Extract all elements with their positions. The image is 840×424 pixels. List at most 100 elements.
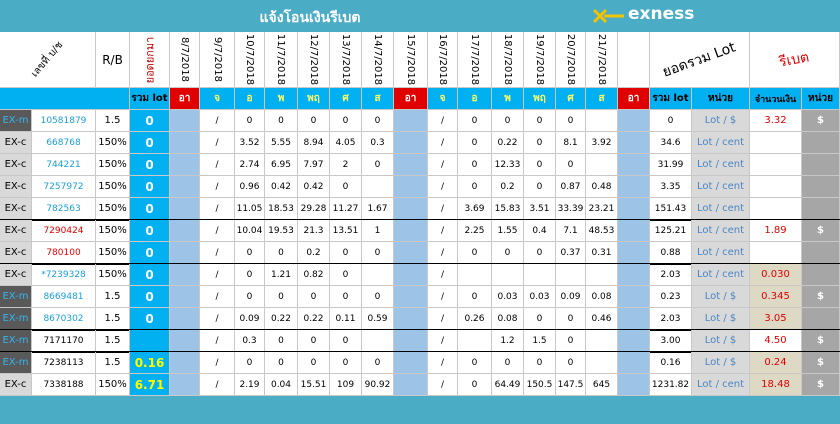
day-lot: /	[200, 286, 235, 308]
date-header: 11/7/2018	[265, 32, 298, 88]
day-header-text: ส	[374, 93, 381, 104]
date-header: 21/7/2018	[586, 32, 618, 88]
day-lot: /	[428, 132, 458, 154]
day-lot-text: 0.2	[306, 247, 321, 258]
subheader-carried-text: รวม lot	[131, 93, 168, 104]
day-lot: 150.5	[524, 374, 556, 396]
day-lot: 0	[265, 330, 298, 352]
day-lot: 1.55	[492, 220, 524, 242]
day-lot: 1.21	[265, 264, 298, 286]
day-lot: 3.92	[586, 132, 618, 154]
day-lot-text: 13.51	[332, 225, 359, 236]
day-lot: 0.03	[524, 286, 556, 308]
amount: 3.32	[750, 110, 802, 132]
day-lot	[394, 352, 428, 374]
day-header: อ	[235, 88, 265, 110]
day-lot	[394, 308, 428, 330]
day-lot-text: 0	[246, 115, 253, 126]
day-lot-text: 3.92	[591, 137, 612, 148]
day-lot: 4.05	[330, 132, 362, 154]
rb-text: 1.5	[104, 357, 121, 368]
day-lot-text: 0	[374, 159, 381, 170]
day-lot: /	[200, 176, 235, 198]
day-lot-text: 7.1	[563, 225, 578, 236]
day-lot-text: 0	[374, 247, 381, 258]
day-lot	[362, 176, 394, 198]
account-number: 782563	[32, 198, 96, 220]
day-lot-text: 0.96	[239, 181, 260, 192]
day-lot-text: 0	[342, 115, 349, 126]
day-lot: 64.49	[492, 374, 524, 396]
day-lot: 7.97	[298, 154, 330, 176]
date-header: 10/7/2018	[235, 32, 265, 88]
day-header-text: พ	[277, 93, 285, 104]
day-lot	[556, 264, 586, 286]
date-header-text: 18/7/2018	[502, 33, 513, 86]
day-lot: 0	[556, 308, 586, 330]
day-lot-text: 0	[246, 291, 253, 302]
date-header: 17/7/2018	[458, 32, 492, 88]
day-lot-text: 0	[504, 115, 511, 126]
day-lot-text: 90.92	[364, 379, 391, 390]
day-lot-text: 6.95	[270, 159, 292, 170]
day-lot-text: 0	[278, 357, 284, 368]
day-header-text: อา	[178, 93, 191, 104]
day-lot-text: /	[215, 313, 219, 324]
day-header: พฤ	[524, 88, 556, 110]
day-lot-text: /	[215, 247, 219, 258]
day-lot-text: 0.3	[370, 137, 385, 148]
day-lot-text: 0.26	[464, 313, 485, 324]
day-lot: 33.39	[556, 198, 586, 220]
day-lot-text: 1	[374, 225, 381, 236]
unit: Lot / cent	[692, 264, 750, 286]
day-lot: 0	[458, 132, 492, 154]
day-lot	[170, 198, 200, 220]
currency: $	[802, 330, 840, 352]
day-lot-text: 0	[278, 115, 284, 126]
account-number: 7257972	[32, 176, 96, 198]
day-header-text: พฤ	[533, 93, 546, 104]
day-lot: 0	[362, 352, 394, 374]
unit: Lot / cent	[692, 176, 750, 198]
date-header-text: 9/7/2018	[211, 37, 223, 82]
day-lot-text: 2.74	[239, 159, 260, 170]
currency: $	[802, 286, 840, 308]
date-header: 9/7/2018	[200, 32, 235, 88]
day-lot: 0	[458, 352, 492, 374]
currency-text: $	[817, 335, 824, 346]
amount	[750, 154, 802, 176]
day-header: อ	[458, 88, 492, 110]
day-lot	[170, 286, 200, 308]
day-lot-text: 8.1	[563, 137, 578, 148]
day-lot-text: 1.2	[500, 335, 515, 346]
day-header: จ	[200, 88, 235, 110]
carried: 0	[130, 176, 170, 198]
day-lot-text: 11.27	[332, 203, 359, 214]
day-lot: 3.52	[235, 132, 265, 154]
day-lot-text: 0	[536, 313, 543, 324]
day-lot-text: 0.09	[239, 313, 260, 324]
day-lot: /	[428, 220, 458, 242]
carried: 0	[130, 308, 170, 330]
amount: 0.24	[750, 352, 802, 374]
rb-text: 1.5	[104, 291, 121, 302]
day-lot	[362, 264, 394, 286]
total-lot: 0.23	[650, 286, 692, 308]
day-lot-text: 0.03	[497, 291, 518, 302]
day-lot: 0.2	[492, 176, 524, 198]
total-lot: 3.00	[650, 330, 692, 352]
rb: 1.5	[96, 286, 130, 308]
day-lot-text: 0	[471, 247, 478, 258]
day-lot: 0.2	[298, 242, 330, 264]
day-lot-text: 0	[310, 357, 317, 368]
day-lot	[394, 154, 428, 176]
amount-text: 1.89	[764, 225, 787, 236]
account-type: EX-m	[0, 110, 32, 132]
day-lot: 0	[492, 110, 524, 132]
currency: $	[802, 352, 840, 374]
account-number-text: 7338188	[43, 379, 84, 390]
day-lot-text: 0	[342, 357, 349, 368]
day-lot-text: 0	[471, 137, 478, 148]
rb-text: 150%	[98, 159, 127, 170]
rb-text: 150%	[98, 269, 127, 280]
